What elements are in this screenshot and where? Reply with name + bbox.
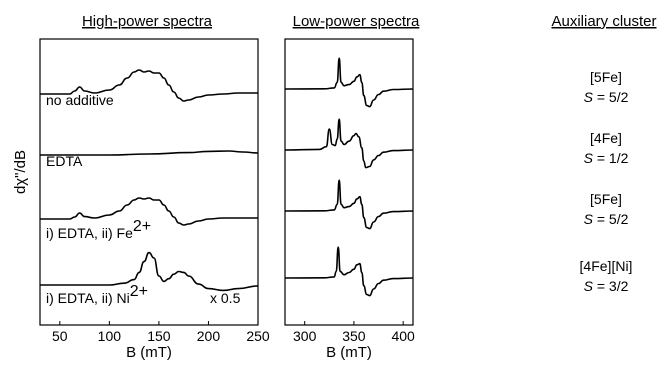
cluster-name-3: [5Fe] — [590, 191, 622, 207]
lp-trace-edta — [284, 118, 414, 169]
lp-trace-i-edta-ii-fe — [284, 179, 414, 230]
auxiliary-cluster-title: Auxiliary cluster — [551, 13, 656, 30]
cluster-spin-3-value: = 5/2 — [593, 211, 629, 227]
cluster-spin-4-symbol: S — [584, 278, 594, 294]
trace-label-fe-superscript: 2+ — [133, 218, 151, 235]
cluster-name-4: [4Fe][Ni] — [580, 258, 633, 274]
cluster-spin-4: S = 3/2 — [584, 278, 629, 294]
cluster-spin-2-value: = 1/2 — [593, 150, 629, 166]
hp-trace-edta — [40, 150, 259, 156]
hp-trace-i-edta-ii-fe — [39, 197, 258, 226]
trace-label-no-additive: no additive — [46, 92, 114, 108]
hp-x-tick-label-150: 150 — [147, 328, 171, 344]
cluster-spin-4-value: = 3/2 — [593, 278, 629, 294]
cluster-name-2: [4Fe] — [590, 130, 622, 146]
cluster-spin-1-value: = 5/2 — [593, 89, 629, 105]
lp-trace-i-edta-ii-ni — [284, 246, 414, 297]
cluster-spin-2-symbol: S — [584, 150, 594, 166]
cluster-spin-2: S = 1/2 — [584, 150, 629, 166]
lp-x-tick-label-400: 400 — [391, 328, 415, 344]
low-power-x-axis-label: B (mT) — [326, 344, 372, 361]
cluster-spin-1: S = 5/2 — [584, 89, 629, 105]
hp-trace-i-edta-ii-ni — [40, 251, 259, 292]
cluster-spin-3: S = 5/2 — [584, 211, 629, 227]
high-power-title: High-power spectra — [82, 13, 213, 30]
trace-label-fe: i) EDTA, ii) Fe2+ — [46, 218, 151, 241]
low-power-traces — [284, 57, 414, 297]
hp-x-tick-label-200: 200 — [197, 328, 221, 344]
low-power-x-ticks: 300 350 400 — [293, 321, 415, 344]
trace-label-ni-scale: x 0.5 — [210, 290, 241, 306]
cluster-spin-1-symbol: S — [584, 89, 594, 105]
y-axis-label: dχ"/dB — [12, 150, 29, 194]
low-power-panel-frame — [284, 38, 414, 326]
high-power-traces — [39, 69, 259, 292]
lp-x-tick-label-350: 350 — [342, 328, 366, 344]
trace-label-ni-superscript: 2+ — [130, 283, 148, 300]
lp-x-tick-label-300: 300 — [293, 328, 317, 344]
high-power-x-axis-label: B (mT) — [126, 344, 172, 361]
low-power-title: Low-power spectra — [293, 13, 420, 30]
hp-trace-no-additive — [40, 69, 258, 102]
hp-x-tick-label-100: 100 — [98, 328, 122, 344]
trace-label-fe-text: i) EDTA, ii) Fe — [46, 225, 133, 241]
trace-label-edta: EDTA — [46, 153, 83, 169]
lp-trace-no-additive — [284, 57, 414, 108]
hp-x-tick-label-250: 250 — [246, 328, 270, 344]
cluster-name-1: [5Fe] — [590, 69, 622, 85]
trace-label-ni-text: i) EDTA, ii) Ni — [46, 290, 130, 306]
cluster-spin-3-symbol: S — [584, 211, 594, 227]
high-power-panel-frame — [39, 38, 259, 326]
hp-x-tick-label-50: 50 — [52, 328, 68, 344]
high-power-x-ticks: 50 100 150 200 250 — [52, 321, 270, 344]
trace-label-ni: i) EDTA, ii) Ni2+ — [46, 283, 148, 306]
